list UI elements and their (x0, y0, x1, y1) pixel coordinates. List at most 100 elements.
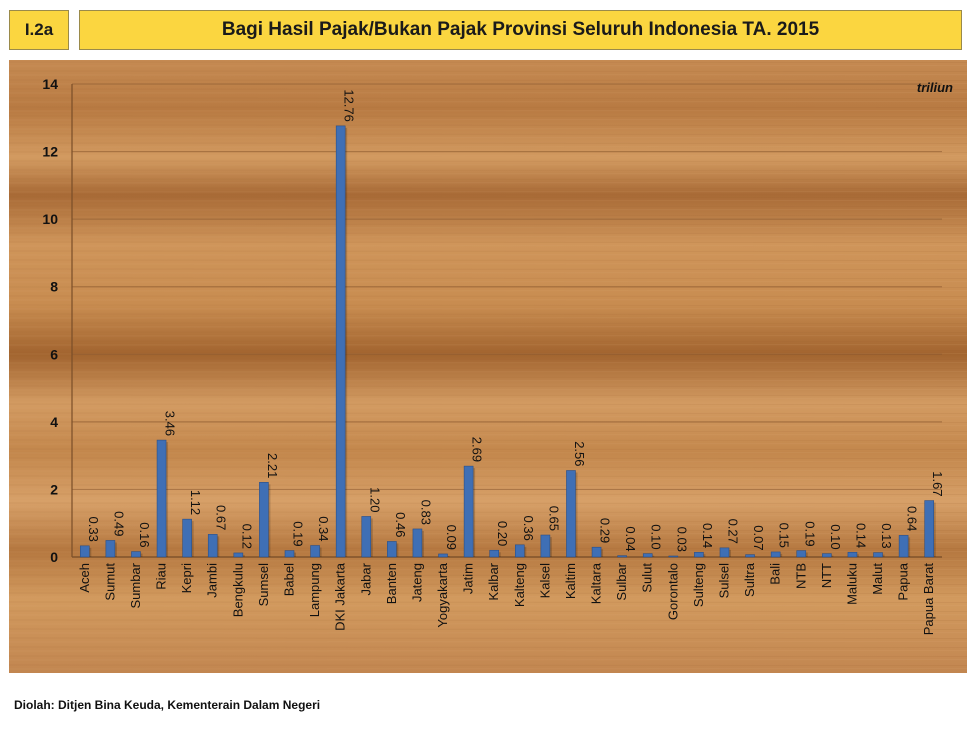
bars (79, 125, 936, 558)
value-label: 2.21 (265, 453, 280, 478)
bar (335, 125, 346, 558)
value-label: 0.10 (828, 524, 843, 549)
source-note: Diolah: Ditjen Bina Keuda, Kementerain D… (14, 698, 321, 712)
bar (438, 553, 448, 558)
category-label: Aceh (77, 563, 92, 593)
y-tick-label: 10 (42, 211, 58, 227)
bar (898, 535, 909, 558)
value-label: 0.14 (853, 523, 868, 548)
bar (642, 553, 653, 558)
bar (412, 528, 423, 558)
value-label: 1.20 (367, 487, 382, 512)
bar (233, 552, 244, 558)
bar (694, 551, 704, 558)
category-label: Sumbar (128, 562, 143, 608)
category-label: Yogyakarta (435, 562, 450, 627)
value-label: 0.83 (418, 500, 433, 525)
bar (540, 534, 551, 558)
category-label: Sulut (640, 563, 655, 593)
bar (822, 553, 832, 558)
value-label: 0.27 (726, 519, 741, 544)
category-label: Kaltim (563, 563, 578, 599)
category-label: Banten (384, 563, 399, 604)
category-label: Jambi (205, 563, 220, 598)
bar (105, 540, 116, 558)
bar (873, 552, 883, 558)
category-label: Jabar (358, 562, 373, 595)
category-label: Sumsel (256, 563, 271, 606)
value-label: 2.69 (470, 437, 485, 462)
bar (591, 546, 602, 558)
category-label: Maluku (844, 563, 859, 605)
chart-code: I.2a (9, 10, 69, 50)
value-label: 0.13 (879, 523, 894, 548)
value-label: 1.12 (188, 490, 203, 515)
y-tick-label: 8 (50, 279, 58, 295)
y-tick-label: 14 (42, 76, 58, 92)
value-label: 0.67 (214, 505, 229, 530)
chart-title: Bagi Hasil Pajak/Bukan Pajak Provinsi Se… (79, 10, 962, 50)
value-label: 0.04 (623, 526, 638, 551)
bar-chart: 0 2 4 6 8 10 12 14 0.33 0.49 0.16 3.46 1.12 0.67 0.12… (9, 60, 967, 673)
y-tick-label: 4 (50, 414, 58, 430)
unit-label: triliun (917, 80, 953, 95)
category-label: Sulbar (614, 562, 629, 600)
value-label: 0.12 (239, 524, 254, 549)
category-label: Bali (768, 563, 783, 585)
bar (156, 439, 167, 558)
value-label: 0.49 (111, 511, 126, 536)
value-label: 0.29 (598, 518, 613, 543)
value-label: 0.16 (137, 522, 152, 547)
grid-lines (72, 83, 942, 558)
y-tick-label: 0 (50, 549, 58, 565)
category-label: Bengkulu (230, 563, 245, 617)
value-label: 0.07 (751, 525, 766, 550)
bar (847, 551, 858, 558)
bar (617, 555, 627, 558)
bar (182, 518, 192, 558)
bar (796, 550, 807, 558)
value-label: 0.19 (291, 521, 306, 546)
category-label: Jateng (409, 563, 424, 602)
category-label: Kaltara (589, 562, 604, 604)
header: I.2a Bagi Hasil Pajak/Bukan Pajak Provin… (9, 10, 962, 50)
chart-panel: 0 2 4 6 8 10 12 14 0.33 0.49 0.16 3.46 1.12 0.67 0.12… (9, 60, 967, 673)
value-label: 0.36 (521, 516, 536, 541)
value-label: 0.14 (700, 523, 715, 548)
y-tick-label: 12 (42, 144, 58, 160)
category-label: Kalsel (537, 563, 552, 599)
category-label: NTT (819, 563, 834, 588)
value-label: 2.56 (572, 441, 587, 466)
category-label: Kalteng (512, 563, 527, 607)
value-label: 0.03 (674, 527, 689, 552)
category-label: Sulsel (717, 563, 732, 599)
bar (207, 534, 218, 558)
bar (284, 550, 295, 558)
y-tick-label: 2 (50, 481, 58, 497)
bar (259, 482, 269, 558)
bar (310, 545, 320, 558)
category-label: Jatim (461, 563, 476, 594)
value-labels: 0.33 0.49 0.16 3.46 1.12 0.67 0.12 2.21 0.19 0.34… (86, 89, 945, 552)
value-label: 0.09 (444, 525, 459, 550)
value-label: 3.46 (163, 411, 178, 436)
category-label: Sumut (102, 563, 117, 601)
category-label: Malut (870, 563, 885, 595)
value-label: 0.33 (86, 517, 101, 542)
bar (79, 545, 90, 558)
bar (566, 470, 576, 558)
bar (770, 551, 781, 558)
value-label: 0.34 (316, 516, 331, 541)
value-label: 12.76 (342, 89, 357, 122)
category-label: Gorontalo (665, 563, 680, 620)
category-label: Babel (282, 563, 297, 596)
bar (387, 541, 397, 558)
value-label: 0.65 (546, 506, 561, 531)
category-label: Riau (154, 563, 169, 590)
bar (489, 549, 500, 558)
value-label: 0.64 (905, 506, 920, 531)
bar (514, 544, 525, 558)
value-label: 1.67 (930, 471, 945, 496)
category-label: Sulteng (691, 563, 706, 607)
category-label: NTB (793, 563, 808, 589)
